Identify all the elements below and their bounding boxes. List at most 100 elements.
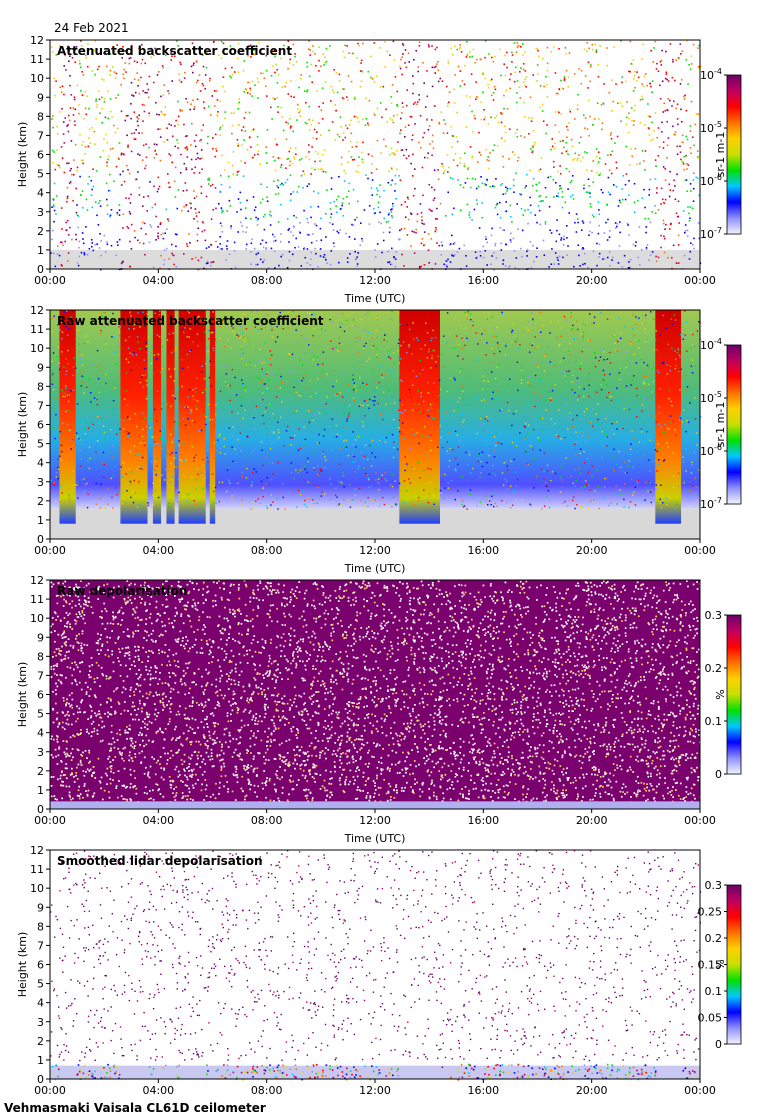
x-tick-label: 00:00 — [684, 814, 716, 827]
x-tick-label: 08:00 — [251, 814, 283, 827]
x-tick-label: 16:00 — [467, 1084, 499, 1097]
y-tick-label: 2 — [37, 225, 44, 238]
y-tick-label: 3 — [37, 206, 44, 219]
y-tick-label: 0 — [37, 533, 44, 546]
x-tick-label: 12:00 — [359, 1084, 391, 1097]
colorbar — [726, 884, 742, 1045]
colorbar-tick-label: 0 — [715, 768, 722, 781]
x-tick-label: 04:00 — [142, 814, 174, 827]
x-tick-label: 00:00 — [34, 274, 66, 287]
y-tick-label: 1 — [37, 784, 44, 797]
panel-title: Attenuated backscatter coefficient — [57, 44, 292, 58]
colorbar-tick-label: 0.1 — [705, 715, 723, 728]
y-tick-label: 1 — [37, 1054, 44, 1067]
colorbar — [726, 614, 742, 775]
colorbar — [726, 344, 742, 505]
colorbar-tick-label: 10-7 — [700, 496, 722, 511]
panel-2: Raw attenuated backscatter coefficient 0 1… — [16, 304, 742, 575]
y-axis-label: Height (km) — [16, 122, 29, 188]
y-tick-label: 7 — [37, 669, 44, 682]
x-tick-label: 12:00 — [359, 814, 391, 827]
plot-area — [50, 40, 700, 269]
y-tick-label: 12 — [30, 304, 44, 317]
y-tick-label: 12 — [30, 34, 44, 47]
y-tick-label: 5 — [37, 438, 44, 451]
colorbar-label: sr-1 m-1 — [714, 132, 727, 178]
colorbar-tick-label: 10-4 — [700, 337, 722, 352]
colorbar-tick-label: 0.2 — [705, 662, 723, 675]
y-tick-label: 10 — [30, 342, 44, 355]
heatmap-texture — [50, 40, 702, 271]
y-tick-label: 3 — [37, 1016, 44, 1029]
colorbar-tick-label: 0.15 — [698, 959, 723, 972]
panel-4: Smoothed lidar depolarisation01234567891… — [16, 844, 742, 1097]
colorbar-tick-label: 10-4 — [700, 67, 722, 82]
y-tick-label: 9 — [37, 901, 44, 914]
y-tick-label: 3 — [37, 476, 44, 489]
x-tick-label: 04:00 — [142, 274, 174, 287]
y-tick-label: 1 — [37, 514, 44, 527]
x-tick-label: 12:00 — [359, 544, 391, 557]
y-tick-label: 0 — [37, 263, 44, 276]
x-tick-label: 20:00 — [576, 274, 608, 287]
x-tick-label: 00:00 — [34, 814, 66, 827]
y-axis-label: Height (km) — [16, 932, 29, 998]
colorbar-tick-label: 0 — [715, 1038, 722, 1051]
plot-date: 24 Feb 2021 — [54, 21, 129, 35]
y-tick-label: 7 — [37, 129, 44, 142]
heatmap-texture — [50, 310, 702, 539]
y-tick-label: 11 — [30, 323, 44, 336]
x-axis-label: Time (UTC) — [344, 832, 406, 845]
heatmap-texture — [50, 850, 702, 1081]
y-tick-label: 1 — [37, 244, 44, 257]
y-tick-label: 2 — [37, 1035, 44, 1048]
instrument-caption: Vehmasmaki Vaisala CL61D ceilometer — [4, 1101, 266, 1115]
y-tick-label: 6 — [37, 149, 44, 162]
y-tick-label: 0 — [37, 1073, 44, 1086]
x-tick-label: 00:00 — [684, 1084, 716, 1097]
y-axis-label: Height (km) — [16, 662, 29, 728]
y-tick-label: 9 — [37, 631, 44, 644]
x-tick-label: 16:00 — [467, 814, 499, 827]
x-axis-label: Time (UTC) — [344, 562, 406, 575]
colorbar — [726, 74, 742, 235]
colorbar-tick-label: 0.3 — [705, 879, 723, 892]
heatmap-texture — [50, 580, 702, 809]
y-tick-label: 10 — [30, 882, 44, 895]
x-tick-label: 08:00 — [251, 274, 283, 287]
colorbar-label: % — [714, 959, 727, 969]
colorbar-label: sr-1 m-1 — [714, 402, 727, 448]
x-tick-label: 12:00 — [359, 274, 391, 287]
y-tick-label: 4 — [37, 727, 44, 740]
y-axis-label: Height (km) — [16, 392, 29, 458]
plot-area — [50, 850, 700, 1079]
y-tick-label: 5 — [37, 978, 44, 991]
y-tick-label: 7 — [37, 399, 44, 412]
x-tick-label: 20:00 — [576, 544, 608, 557]
y-tick-label: 4 — [37, 997, 44, 1010]
y-tick-label: 8 — [37, 920, 44, 933]
panel-3: Raw depolarisation0123456789101112Height… — [16, 574, 742, 845]
y-tick-label: 12 — [30, 574, 44, 587]
colorbar-tick-label: 0.2 — [705, 932, 723, 945]
x-tick-label: 00:00 — [34, 1084, 66, 1097]
colorbar-label: % — [714, 689, 727, 699]
y-tick-label: 2 — [37, 495, 44, 508]
panel-1: Attenuated backscatter coefficient012345… — [16, 34, 742, 305]
y-tick-label: 4 — [37, 457, 44, 470]
x-tick-label: 16:00 — [467, 274, 499, 287]
y-tick-label: 10 — [30, 612, 44, 625]
x-axis-label: Time (UTC) — [344, 292, 406, 305]
y-tick-label: 2 — [37, 765, 44, 778]
x-tick-label: 16:00 — [467, 544, 499, 557]
x-tick-label: 08:00 — [251, 544, 283, 557]
colorbar-tick-label: 0.3 — [705, 609, 723, 622]
x-tick-label: 08:00 — [251, 1084, 283, 1097]
y-tick-label: 0 — [37, 803, 44, 816]
y-tick-label: 6 — [37, 689, 44, 702]
y-tick-label: 11 — [30, 863, 44, 876]
y-tick-label: 5 — [37, 708, 44, 721]
panel-title: Raw depolarisation — [57, 584, 187, 598]
colorbar-tick-label: 0.05 — [698, 1012, 723, 1025]
colorbar-tick-label: 0.25 — [698, 906, 723, 919]
